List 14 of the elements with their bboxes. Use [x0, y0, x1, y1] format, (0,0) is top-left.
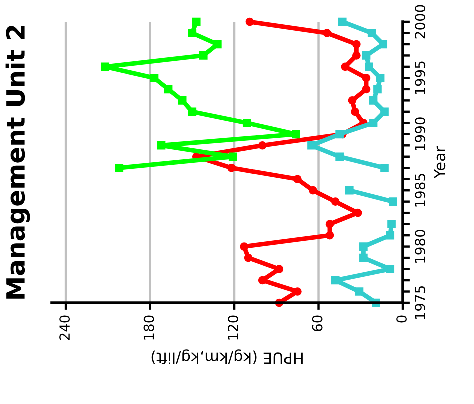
- x-tick-label: 0: [396, 316, 408, 323]
- y-tick-label: 1980: [415, 230, 426, 263]
- y-tick-label: 1975: [415, 286, 426, 320]
- y-tick-label: 1995: [415, 62, 426, 94]
- x-axis-title: HPUE (kg/km,kg/lift): [152, 350, 303, 364]
- x-tick-label: 60: [312, 316, 323, 332]
- x-tick-label: 180: [144, 316, 154, 340]
- x-tick-label: 240: [60, 316, 70, 340]
- y-axis-title: Year: [434, 146, 446, 179]
- x-tick-label: 120: [228, 316, 239, 340]
- y-tick-label: 1990: [415, 118, 426, 151]
- text: Management Unit 2: [6, 26, 30, 299]
- y-tick-label: 1985: [415, 174, 426, 207]
- y-tick-label: 2000: [415, 5, 426, 39]
